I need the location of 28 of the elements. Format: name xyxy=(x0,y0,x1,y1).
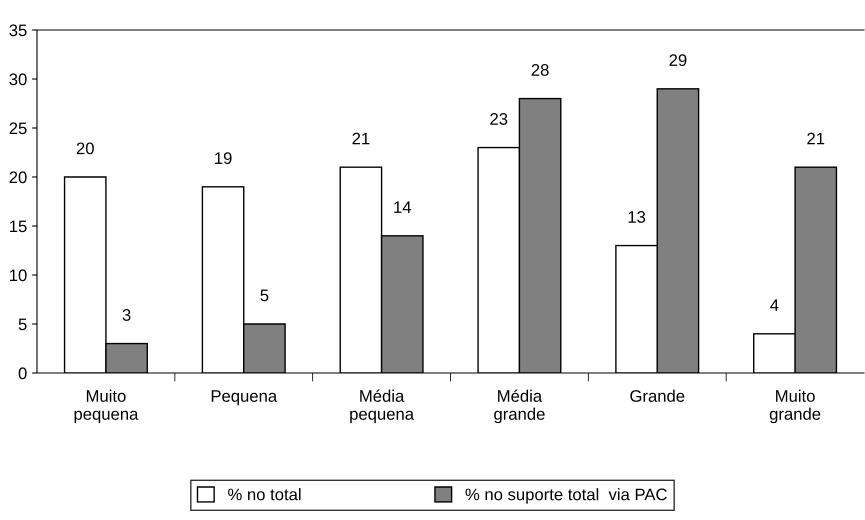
y-tick-label: 10 xyxy=(10,269,27,282)
data-label: 14 xyxy=(394,201,412,213)
legend-label: % no suporte total via PAC xyxy=(466,488,667,504)
x-tick-label: Média pequena xyxy=(350,389,414,424)
data-label: 21 xyxy=(807,132,824,144)
y-tick-label: 5 xyxy=(18,318,27,330)
x-tick-label: Pequena xyxy=(212,390,278,406)
x-tick-label: Grande xyxy=(630,390,684,402)
y-tick-label: 25 xyxy=(10,122,27,134)
y-tick-label: 15 xyxy=(10,220,27,232)
data-label: 23 xyxy=(490,113,508,125)
data-label: 29 xyxy=(669,54,686,66)
data-label: 13 xyxy=(628,211,646,223)
y-tick-label: 20 xyxy=(10,171,27,184)
data-label: 28 xyxy=(532,64,549,76)
y-tick-label: 0 xyxy=(18,367,27,380)
x-tick-label: Média grande xyxy=(494,389,545,424)
y-tick-label: 35 xyxy=(9,24,27,36)
data-label: 5 xyxy=(260,290,268,302)
data-label: 20 xyxy=(76,142,94,154)
y-tick-label: 30 xyxy=(9,73,27,86)
data-label: 3 xyxy=(122,309,130,321)
data-label: 21 xyxy=(352,132,370,144)
data-label: 4 xyxy=(770,299,779,311)
legend-label: % no total xyxy=(228,488,300,500)
x-tick-label: Muito pequena xyxy=(74,390,138,424)
data-label: 19 xyxy=(215,152,232,164)
x-tick-label: Muito grande xyxy=(770,390,820,424)
